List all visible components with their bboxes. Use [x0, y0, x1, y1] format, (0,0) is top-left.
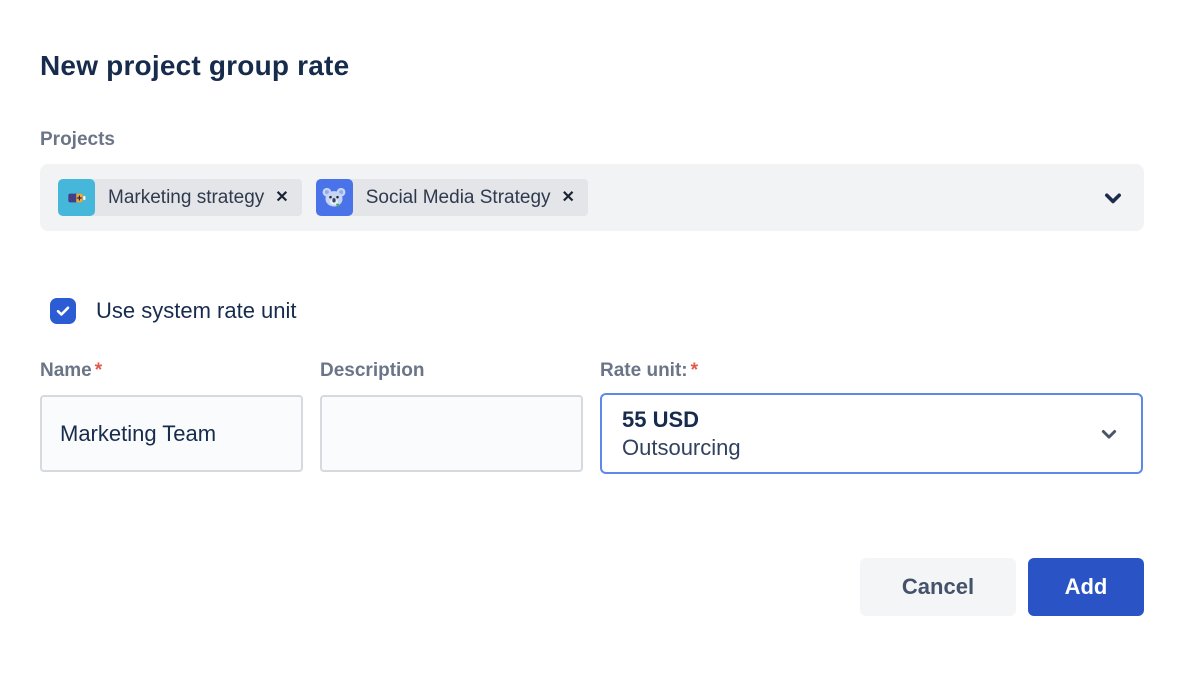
battery-project-icon [58, 179, 95, 216]
page-title: New project group rate [40, 50, 350, 81]
projects-multiselect[interactable]: Marketing strategy ✕ [40, 164, 1144, 231]
rate-unit-field-group: Rate unit: * 55 USD Outsourcing [600, 360, 1143, 474]
project-chip-marketing-strategy: Marketing strategy ✕ [58, 179, 302, 216]
use-system-rate-unit-checkbox[interactable]: Use system rate unit [50, 298, 1144, 324]
remove-project-icon[interactable]: ✕ [561, 188, 575, 206]
description-field[interactable] [320, 395, 583, 472]
rate-unit-select[interactable]: 55 USD Outsourcing [600, 393, 1143, 474]
projects-section: Projects Marketing strategy ✕ [40, 129, 1144, 231]
required-asterisk: * [690, 360, 699, 381]
name-label-text: Name [40, 360, 92, 381]
checkbox-checked-icon[interactable] [50, 298, 76, 324]
description-label: Description [320, 360, 425, 381]
checkbox-label: Use system rate unit [96, 298, 297, 323]
rate-unit-label: Rate unit: * [600, 360, 1143, 382]
name-field[interactable] [40, 395, 303, 472]
project-chip-label: Social Media Strategy [365, 186, 551, 208]
projects-label: Projects [40, 129, 115, 150]
koala-project-icon [315, 179, 353, 216]
cancel-button[interactable]: Cancel [860, 558, 1016, 616]
description-field-group: Description [320, 360, 583, 474]
name-field-group: Name * [40, 360, 303, 474]
remove-project-icon[interactable]: ✕ [275, 188, 289, 206]
project-chip-label: Marketing strategy [108, 186, 265, 208]
chevron-down-icon[interactable] [1099, 424, 1119, 444]
rate-unit-selected-value: 55 USD Outsourcing [622, 406, 741, 461]
chevron-down-icon[interactable] [1102, 187, 1124, 209]
add-button[interactable]: Add [1028, 558, 1144, 616]
new-project-group-rate-dialog: New project group rate Projects Marketin… [40, 50, 1144, 616]
rate-fields-row: Name* Description Rate unit:* 55 USD Out… [40, 360, 1144, 474]
rate-unit-name: Outsourcing [622, 434, 741, 460]
project-chip-social-media-strategy: Social Media Strategy ✕ [315, 179, 588, 216]
dialog-actions: Cancel Add [40, 558, 1144, 616]
name-label: Name * [40, 360, 303, 382]
required-asterisk: * [94, 360, 103, 381]
rate-amount: 55 USD [622, 407, 700, 432]
rate-unit-label-text: Rate unit: [600, 360, 688, 381]
